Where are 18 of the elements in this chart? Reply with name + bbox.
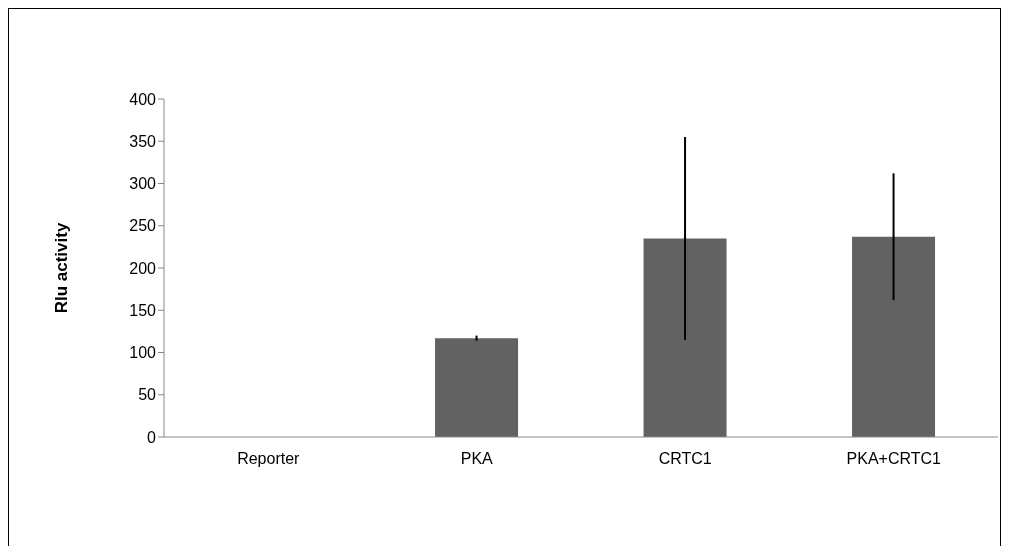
y-tick-label: 350 bbox=[129, 132, 157, 150]
y-tick-label: 150 bbox=[129, 301, 157, 319]
x-tick-label: PKA bbox=[460, 450, 494, 468]
y-tick-label: 250 bbox=[129, 217, 157, 235]
chart-frame: Reporter PKA CRTC1 PKA+CRTC1 0 50 100 150 200 250 300 350 400 Rlu activity bbox=[8, 8, 1001, 546]
x-tick-label: PKA+CRTC1 bbox=[846, 450, 942, 468]
x-tick-label: Reporter bbox=[237, 450, 301, 468]
x-tick-label: CRTC1 bbox=[658, 450, 712, 468]
bar bbox=[852, 236, 936, 437]
bar bbox=[435, 338, 519, 437]
y-tick-label: 50 bbox=[138, 386, 157, 404]
y-tick-label: 200 bbox=[129, 259, 157, 277]
y-tick-label: 400 bbox=[129, 90, 157, 108]
y-tick-label: 0 bbox=[147, 428, 157, 446]
y-tick-label: 100 bbox=[129, 344, 157, 362]
bar bbox=[643, 238, 727, 437]
y-tick-label: 300 bbox=[129, 175, 157, 193]
y-axis-title: Rlu activity bbox=[52, 222, 72, 314]
